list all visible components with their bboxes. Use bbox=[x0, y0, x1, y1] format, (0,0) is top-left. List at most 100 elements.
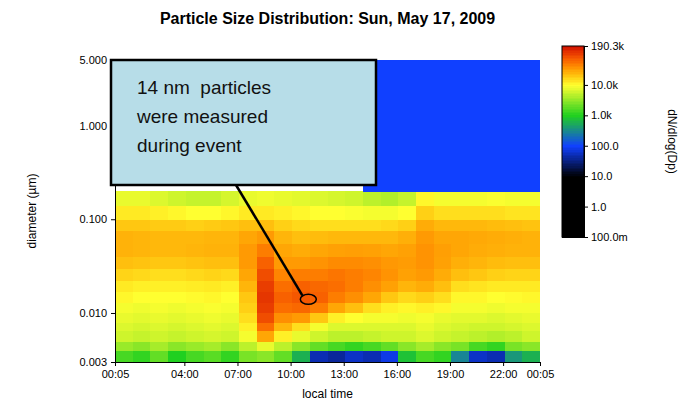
heatmap-cell bbox=[310, 291, 328, 302]
heatmap-cell bbox=[469, 313, 487, 323]
heatmap-cell bbox=[133, 302, 151, 313]
heatmap-cell bbox=[522, 231, 540, 244]
heatmap-cell bbox=[363, 331, 381, 342]
heatmap-cell bbox=[522, 206, 540, 220]
tick-label: 1.0 bbox=[591, 201, 606, 213]
heatmap-cell bbox=[416, 268, 434, 281]
heatmap-cell bbox=[186, 350, 204, 362]
heatmap-cell bbox=[487, 331, 505, 342]
heatmap-cell bbox=[451, 257, 469, 269]
heatmap-cell bbox=[257, 191, 275, 206]
heatmap-cell bbox=[381, 313, 399, 323]
heatmap-cell bbox=[115, 244, 133, 257]
heatmap-cell bbox=[434, 244, 452, 257]
leader-line bbox=[236, 185, 302, 295]
heatmap-cell bbox=[274, 331, 292, 342]
heatmap-cell bbox=[133, 313, 151, 323]
heatmap-cell bbox=[398, 219, 416, 231]
heatmap-cell bbox=[328, 291, 346, 302]
tick-mark bbox=[111, 362, 115, 363]
tick-label: 10:00 bbox=[277, 368, 305, 380]
heatmap-cell bbox=[186, 191, 204, 206]
heatmap-cell bbox=[363, 291, 381, 302]
heatmap-cell bbox=[292, 331, 310, 342]
heatmap-cell bbox=[398, 191, 416, 206]
tick-label: 100.0 bbox=[591, 140, 619, 152]
heatmap-cell bbox=[434, 257, 452, 269]
heatmap-cell bbox=[150, 350, 168, 362]
heatmap-cell bbox=[186, 257, 204, 269]
heatmap-cell bbox=[292, 268, 310, 281]
heatmap-cell bbox=[133, 322, 151, 331]
heatmap-cell bbox=[310, 219, 328, 231]
heatmap-cell bbox=[328, 219, 346, 231]
heatmap-cell bbox=[398, 257, 416, 269]
tick-label: 19:00 bbox=[437, 368, 465, 380]
heatmap-cell bbox=[168, 302, 186, 313]
heatmap-cell bbox=[168, 191, 186, 206]
heatmap-cell bbox=[204, 268, 222, 281]
heatmap-cell bbox=[434, 322, 452, 331]
heatmap-cell bbox=[487, 313, 505, 323]
heatmap-cell bbox=[451, 281, 469, 292]
tick-mark bbox=[584, 115, 588, 116]
heatmap-cell bbox=[221, 331, 239, 342]
heatmap-cell bbox=[186, 231, 204, 244]
heatmap-cell bbox=[328, 302, 346, 313]
heatmap-cell bbox=[469, 244, 487, 257]
heatmap-cell bbox=[398, 244, 416, 257]
heatmap-cell bbox=[328, 206, 346, 220]
heatmap-cell bbox=[451, 231, 469, 244]
heatmap-cell bbox=[133, 231, 151, 244]
heatmap-cell bbox=[381, 331, 399, 342]
heatmap-cell bbox=[186, 244, 204, 257]
heatmap-cell bbox=[310, 231, 328, 244]
heatmap-cell bbox=[345, 231, 363, 244]
heatmap-cell bbox=[133, 244, 151, 257]
heatmap-cell bbox=[469, 60, 487, 192]
heatmap-cell bbox=[150, 341, 168, 351]
heatmap-cell bbox=[345, 219, 363, 231]
heatmap-cell bbox=[451, 302, 469, 313]
heatmap-cell bbox=[168, 219, 186, 231]
heatmap-cell bbox=[221, 302, 239, 313]
heatmap-cell bbox=[345, 302, 363, 313]
heatmap-cell bbox=[434, 350, 452, 362]
heatmap-cell bbox=[257, 302, 275, 313]
heatmap-cell bbox=[292, 191, 310, 206]
heatmap-cell bbox=[487, 60, 505, 192]
chart: 00:0504:0007:0010:0013:0016:0019:0022:00… bbox=[0, 0, 685, 413]
heatmap-cell bbox=[522, 60, 540, 192]
heatmap-cell bbox=[168, 291, 186, 302]
tick-mark bbox=[584, 176, 588, 177]
annotation-text: during event bbox=[137, 135, 242, 156]
tick-mark bbox=[397, 362, 398, 366]
heatmap-cell bbox=[451, 244, 469, 257]
heatmap-cell bbox=[345, 191, 363, 206]
heatmap-cell bbox=[150, 281, 168, 292]
heatmap-cell bbox=[363, 268, 381, 281]
heatmap-cell bbox=[416, 257, 434, 269]
tick: 04:00 bbox=[171, 362, 199, 380]
tick: 0.100 bbox=[79, 213, 115, 225]
heatmap-cell bbox=[221, 231, 239, 244]
heatmap-cell bbox=[310, 313, 328, 323]
tick-label: 00:05 bbox=[527, 368, 555, 380]
heatmap-cell bbox=[204, 219, 222, 231]
heatmap-cell bbox=[239, 291, 257, 302]
tick-label: 04:00 bbox=[171, 368, 199, 380]
heatmap-cell bbox=[487, 231, 505, 244]
heatmap-cell bbox=[434, 302, 452, 313]
heatmap-cell bbox=[204, 244, 222, 257]
heatmap-cell bbox=[345, 331, 363, 342]
heatmap-cell bbox=[239, 350, 257, 362]
colorbar-frame bbox=[562, 46, 584, 237]
heatmap-cell bbox=[469, 322, 487, 331]
heatmap-cell bbox=[115, 302, 133, 313]
tick-label: 100.0m bbox=[591, 231, 628, 243]
heatmap-cell bbox=[416, 244, 434, 257]
heatmap-cell bbox=[451, 313, 469, 323]
heatmap-cell bbox=[487, 191, 505, 206]
tick-label: 0.100 bbox=[79, 213, 107, 225]
heatmap-cell bbox=[522, 331, 540, 342]
